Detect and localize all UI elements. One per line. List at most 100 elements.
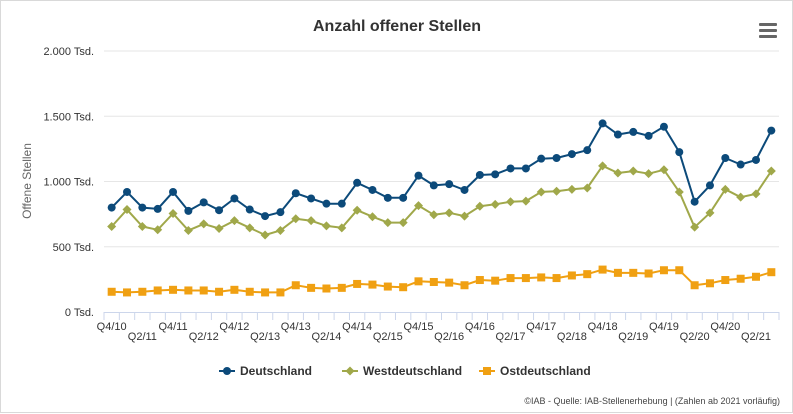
x-tick-label: Q2/20 <box>680 331 710 343</box>
y-tick-label: 0 Tsd. <box>65 307 94 319</box>
data-point-ostdeutschland <box>613 268 622 277</box>
data-point-westdeutschland <box>582 183 592 193</box>
data-point-ostdeutschland <box>123 288 132 297</box>
data-point-ostdeutschland <box>230 285 239 294</box>
data-point-westdeutschland <box>429 210 439 220</box>
x-tick-label: Q4/15 <box>404 321 434 333</box>
data-point-deutschland <box>184 206 193 215</box>
data-point-deutschland <box>153 204 162 213</box>
x-tick-label: Q4/17 <box>526 321 556 333</box>
y-tick-label: 1.500 Tsd. <box>43 111 94 123</box>
x-tick-label: Q4/19 <box>649 321 679 333</box>
data-point-ostdeutschland <box>690 281 699 290</box>
data-point-deutschland <box>491 170 500 179</box>
legend-marker <box>223 367 231 375</box>
legend-item-ostdeutschland[interactable]: Ostdeutschland <box>479 364 591 378</box>
data-point-westdeutschland <box>260 230 270 240</box>
data-point-deutschland <box>644 131 653 140</box>
data-point-deutschland <box>322 199 331 208</box>
x-axis <box>103 312 780 320</box>
data-point-deutschland <box>414 171 423 180</box>
data-point-ostdeutschland <box>644 269 653 278</box>
data-point-deutschland <box>261 212 270 221</box>
data-point-ostdeutschland <box>383 282 392 291</box>
data-point-westdeutschland <box>168 208 178 218</box>
data-point-ostdeutschland <box>537 273 546 282</box>
data-point-westdeutschland <box>751 189 761 199</box>
data-point-ostdeutschland <box>491 276 500 285</box>
data-point-westdeutschland <box>628 166 638 176</box>
data-point-ostdeutschland <box>567 271 576 280</box>
data-point-ostdeutschland <box>583 270 592 279</box>
data-point-deutschland <box>721 154 730 163</box>
data-point-deutschland <box>169 187 178 196</box>
data-point-ostdeutschland <box>368 280 377 289</box>
data-point-deutschland <box>705 181 714 190</box>
data-point-westdeutschland <box>444 208 454 218</box>
x-tick-label: Q2/19 <box>618 331 648 343</box>
x-tick-label: Q4/13 <box>281 321 311 333</box>
y-tick-label: 2.000 Tsd. <box>43 46 94 58</box>
data-point-ostdeutschland <box>107 287 116 296</box>
hamburger-menu-icon[interactable] <box>756 19 780 41</box>
data-point-westdeutschland <box>613 168 623 178</box>
data-point-westdeutschland <box>107 222 117 232</box>
data-point-westdeutschland <box>383 218 393 228</box>
data-point-ostdeutschland <box>736 274 745 283</box>
data-point-westdeutschland <box>705 208 715 218</box>
data-point-deutschland <box>736 160 745 169</box>
data-point-deutschland <box>690 197 699 206</box>
data-point-deutschland <box>291 189 300 198</box>
data-point-ostdeutschland <box>245 287 254 296</box>
data-point-ostdeutschland <box>506 274 515 283</box>
x-tick-label: Q2/15 <box>373 331 403 343</box>
data-point-deutschland <box>659 122 668 131</box>
data-point-ostdeutschland <box>399 283 408 292</box>
x-tick-label: Q2/16 <box>434 331 464 343</box>
data-point-deutschland <box>353 178 362 187</box>
data-point-deutschland <box>583 146 592 155</box>
data-point-westdeutschland <box>291 214 301 224</box>
y-tick-labels: 0 Tsd. 500 Tsd. 1.000 Tsd. 1.500 Tsd. 2.000 … <box>43 46 94 319</box>
data-point-westdeutschland <box>490 199 500 209</box>
data-point-ostdeutschland <box>629 268 638 277</box>
data-point-westdeutschland <box>674 187 684 197</box>
y-tick-label: 1.000 Tsd. <box>43 177 94 189</box>
legend: Deutschland Westdeutschland Ostdeutschland <box>219 364 591 378</box>
data-point-ostdeutschland <box>353 279 362 288</box>
legend-item-westdeutschland[interactable]: Westdeutschland <box>342 364 462 378</box>
data-point-deutschland <box>276 208 285 217</box>
data-point-westdeutschland <box>766 166 776 176</box>
data-point-westdeutschland <box>460 211 470 221</box>
data-point-deutschland <box>751 155 760 164</box>
data-point-deutschland <box>337 199 346 208</box>
data-point-ostdeutschland <box>751 272 760 281</box>
data-point-deutschland <box>307 194 316 203</box>
y-axis-label: Offene Stellen <box>20 143 34 219</box>
x-tick-label: Q2/11 <box>128 331 157 343</box>
data-point-westdeutschland <box>398 218 408 228</box>
data-point-ostdeutschland <box>598 265 607 274</box>
data-point-deutschland <box>215 206 224 215</box>
data-point-ostdeutschland <box>307 283 316 292</box>
data-point-westdeutschland <box>153 225 163 235</box>
data-point-westdeutschland <box>367 212 377 222</box>
data-point-deutschland <box>475 170 484 179</box>
x-tick-labels: Q4/10Q2/11Q4/11Q2/12Q4/12Q2/13Q4/13Q2/14… <box>97 321 771 343</box>
data-point-deutschland <box>460 185 469 194</box>
data-point-ostdeutschland <box>414 277 423 286</box>
data-point-westdeutschland <box>245 223 255 233</box>
data-point-deutschland <box>537 154 546 163</box>
data-point-ostdeutschland <box>460 281 469 290</box>
credit-text: ©IAB - Quelle: IAB-Stellenerhebung | (Za… <box>524 396 780 406</box>
data-point-deutschland <box>598 119 607 128</box>
series-westdeutschland <box>107 161 776 240</box>
x-tick-label: Q4/16 <box>465 321 495 333</box>
data-point-ostdeutschland <box>291 281 300 290</box>
data-point-westdeutschland <box>552 186 562 196</box>
chart-title: Anzahl offener Stellen <box>313 18 481 35</box>
legend-item-deutschland[interactable]: Deutschland <box>219 364 312 378</box>
data-point-ostdeutschland <box>199 286 208 295</box>
data-point-deutschland <box>767 126 776 135</box>
